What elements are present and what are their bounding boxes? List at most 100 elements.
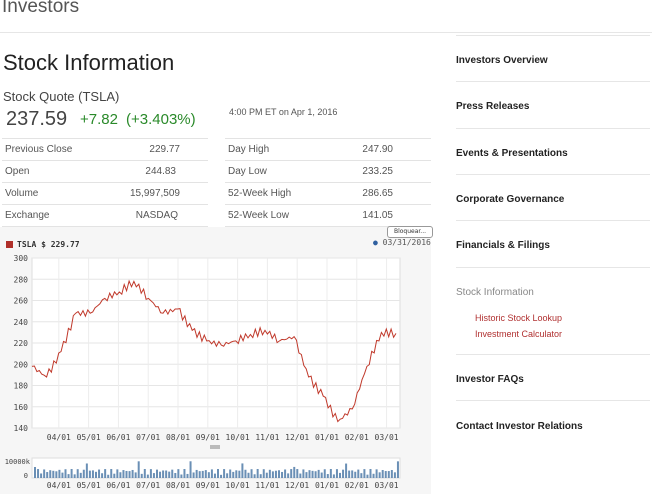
table-row: Volume 15,997,509 <box>2 182 208 205</box>
volume-bar <box>186 473 189 478</box>
volume-bar <box>140 473 143 478</box>
volume-bar <box>284 469 287 478</box>
bloquear-button[interactable]: Bloquear... <box>387 226 433 238</box>
volume-x-tick-label: 10/01 <box>226 481 250 490</box>
sidebar-subitem-historic-stock-lookup[interactable]: Historic Stock Lookup <box>475 313 563 323</box>
volume-bar <box>360 473 363 478</box>
x-tick-label: 04/01 <box>47 433 71 442</box>
volume-bar <box>79 472 82 478</box>
y-tick-label: 200 <box>14 360 29 369</box>
volume-bar <box>162 470 165 478</box>
volume-bar <box>375 469 378 478</box>
chart-date: ● 03/31/2016 <box>373 238 431 247</box>
sidebar-item-contact-investor-relations[interactable]: Contact Investor Relations <box>456 421 583 432</box>
volume-bar <box>241 463 244 478</box>
volume-zero-label: 0 <box>24 472 28 480</box>
stat-label: Previous Close <box>2 138 100 161</box>
volume-bar <box>183 469 186 478</box>
sidebar-item-events-presentations[interactable]: Events & Presentations <box>456 148 568 159</box>
sidebar-subitem-investment-calculator[interactable]: Investment Calculator <box>475 329 563 339</box>
volume-bar <box>198 471 201 478</box>
volume-bar <box>91 470 94 478</box>
volume-bar <box>229 469 232 478</box>
volume-x-tick-label: 04/01 <box>47 481 71 490</box>
stat-value: 229.77 <box>99 138 208 161</box>
sidebar-item-press-releases[interactable]: Press Releases <box>456 101 530 112</box>
volume-bar <box>317 469 320 478</box>
sidebar-divider <box>456 267 650 268</box>
volume-bar <box>369 469 372 478</box>
volume-bar <box>192 472 195 478</box>
x-tick-label: 10/01 <box>226 433 250 442</box>
sidebar-item-financials-filings[interactable]: Financials & Filings <box>456 240 550 251</box>
volume-bar <box>278 470 280 478</box>
volume-bar <box>131 469 134 478</box>
stat-label: Exchange <box>2 204 100 227</box>
volume-bar <box>149 469 152 478</box>
volume-bar <box>116 469 119 478</box>
page-title: Investors <box>2 0 80 17</box>
volume-bar <box>70 469 73 478</box>
volume-bar <box>119 472 122 478</box>
volume-bar <box>363 469 366 478</box>
volume-bar <box>220 474 223 478</box>
volume-bar <box>58 469 61 478</box>
stat-value: 286.65 <box>326 182 431 205</box>
volume-bar <box>204 470 207 478</box>
volume-bar <box>113 473 116 478</box>
volume-bar <box>165 470 168 478</box>
volume-bar <box>351 470 354 478</box>
volume-bar <box>95 471 97 478</box>
sidebar-divider <box>456 220 650 221</box>
volume-bar <box>238 470 241 478</box>
volume-bar <box>348 470 351 478</box>
stats-table-right: Day High 247.90 Day Low 233.25 52-Week Hig… <box>225 138 431 227</box>
volume-bar <box>302 469 305 478</box>
volume-bar <box>378 472 381 478</box>
volume-bar <box>46 472 49 478</box>
table-row: 52-Week High 286.65 <box>225 182 431 205</box>
x-tick-label: 08/01 <box>166 433 190 442</box>
volume-bar <box>332 474 335 478</box>
volume-bar <box>43 469 46 478</box>
volume-bar <box>305 472 308 478</box>
volume-bar <box>354 471 357 478</box>
volume-bar <box>366 474 369 478</box>
volume-bar <box>213 473 216 478</box>
sidebar-item-investor-faqs[interactable]: Investor FAQs <box>456 374 524 385</box>
volume-bar <box>290 469 293 478</box>
table-row: Exchange NASDAQ <box>2 204 208 227</box>
volume-bar <box>308 470 311 478</box>
stat-label: Day High <box>225 138 327 161</box>
volume-bar <box>314 471 317 478</box>
sidebar-item-stock-information[interactable]: Stock Information <box>456 287 534 298</box>
volume-bar <box>88 470 91 478</box>
y-tick-label: 160 <box>14 403 29 412</box>
volume-x-tick-label: 11/01 <box>255 481 279 490</box>
volume-bar <box>393 472 396 478</box>
x-tick-label: 12/01 <box>285 433 309 442</box>
volume-x-tick-label: 09/01 <box>196 481 220 490</box>
volume-bar <box>101 473 104 478</box>
volume-bar <box>55 471 58 478</box>
volume-bar <box>37 469 40 478</box>
sidebar-item-investors-overview[interactable]: Investors Overview <box>456 55 548 66</box>
stock-price-chart[interactable]: 140 160 180 200 220 240 260 280 300 04/01 05/01 06/… <box>0 250 431 494</box>
volume-bar <box>61 472 64 478</box>
volume-bar <box>189 461 192 478</box>
stat-value: NASDAQ <box>99 204 208 227</box>
stat-label: 52-Week Low <box>225 204 327 227</box>
y-tick-label: 220 <box>14 339 29 348</box>
table-row: Day High 247.90 <box>225 138 431 161</box>
volume-bar <box>299 473 302 478</box>
x-tick-label: 05/01 <box>77 433 101 442</box>
sidebar-item-corporate-governance[interactable]: Corporate Governance <box>456 194 565 205</box>
y-tick-label: 280 <box>14 275 29 284</box>
table-row: Open 244.83 <box>2 160 208 183</box>
volume-bar <box>232 471 235 478</box>
volume-bar <box>256 469 259 478</box>
volume-bar <box>122 470 125 478</box>
volume-bar <box>159 471 162 478</box>
x-tick-label: 03/01 <box>375 433 399 442</box>
volume-x-tick-label: 02/01 <box>345 481 369 490</box>
